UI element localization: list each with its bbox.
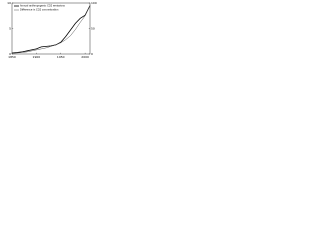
x-tick-label: 2000: [81, 55, 89, 59]
y2-tick-label: 100: [91, 1, 97, 5]
series-line: [11, 5, 91, 54]
y2-tick-label: 50: [91, 27, 95, 31]
y2-tick-label: 0: [91, 52, 93, 56]
x-tick-label: 1850: [8, 55, 16, 59]
series-line: [11, 5, 91, 54]
page: 1850 1900 1950 2000 0 5 10 0 50 100 Annual anthrop…: [0, 0, 100, 64]
legend-label: Difference in CO2 concentration: [20, 9, 59, 12]
y-tick-label: 10: [7, 1, 11, 5]
x-tick-label: 1900: [33, 55, 41, 59]
y-tick-label: 5: [9, 27, 11, 31]
legend-label: Annual anthropogenic CO2 emissions: [20, 5, 66, 8]
y-tick-label: 0: [9, 52, 11, 56]
x-tick-label: 1950: [57, 55, 65, 59]
